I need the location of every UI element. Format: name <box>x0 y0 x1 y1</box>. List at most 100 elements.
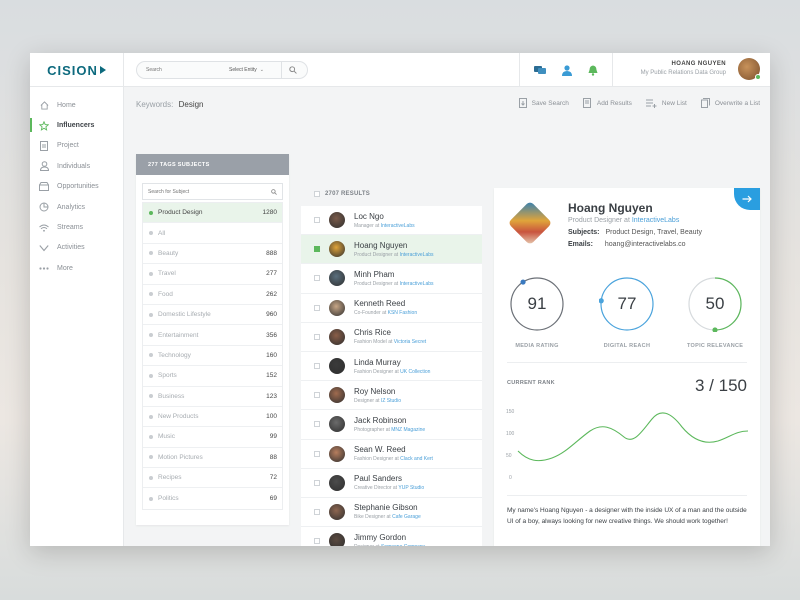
tag-list: Product Design 1280 All Beauty 888 Travel 277 F… <box>142 202 283 510</box>
result-row[interactable]: Stephanie Gibson Bike Designer at Cafe Ga… <box>301 498 482 528</box>
result-row[interactable]: Sean W. Reed Fashion Designer at Clack an… <box>301 440 482 469</box>
tag-left: Domestic Lifestyle <box>149 311 211 318</box>
tag-dot-icon <box>149 394 153 399</box>
gauge-ring: 50 <box>688 277 742 333</box>
tag-count: 88 <box>269 453 277 461</box>
sidebar-item-home[interactable]: Home <box>30 95 123 115</box>
bell-icon[interactable] <box>588 65 598 76</box>
result-company-link[interactable]: YUP Studio <box>398 485 425 492</box>
result-checkbox[interactable] <box>314 275 320 282</box>
tag-name: Recipes <box>158 474 182 482</box>
tag-row[interactable]: Food 262 <box>143 285 282 305</box>
sidebar-item-activities[interactable]: Activities <box>30 238 123 258</box>
tag-row[interactable]: Music 99 <box>143 427 282 448</box>
tag-row[interactable]: New Products 100 <box>143 407 282 428</box>
result-role: Product Designer <box>354 280 393 287</box>
sidebar-item-opportunities[interactable]: Opportunities <box>30 177 123 197</box>
tag-row[interactable]: Entertainment 356 <box>143 325 282 346</box>
select-all-checkbox[interactable] <box>314 191 320 197</box>
result-row[interactable]: Linda Murray Fashion Designer at UK Colle… <box>301 352 482 382</box>
result-row[interactable]: Paul Sanders Creative Director at YUP Stu… <box>301 469 482 498</box>
result-checkbox[interactable] <box>314 333 320 340</box>
result-row[interactable]: Minh Pham Product Designer at Interactive… <box>301 264 482 294</box>
chart-tick: 50 <box>506 453 512 459</box>
tag-row[interactable]: Technology 160 <box>143 346 282 367</box>
result-company-link[interactable]: InteractiveLabs <box>399 280 434 287</box>
sidebar-item-influencers[interactable]: Influencers <box>30 115 123 135</box>
result-checkbox[interactable] <box>314 217 320 224</box>
tag-row[interactable]: Business 123 <box>143 387 282 407</box>
result-role: Fashion Designer <box>354 456 394 463</box>
tag-name: All <box>158 229 166 237</box>
profile-company-link[interactable]: InteractiveLabs <box>631 217 680 224</box>
tag-row[interactable]: Beauty 888 <box>143 244 282 265</box>
result-role: Co-Founder <box>354 310 381 317</box>
tag-count: 1280 <box>262 209 277 217</box>
result-row[interactable]: Hoang Nguyen Product Designer at Interact… <box>301 235 482 265</box>
search-input[interactable] <box>137 67 229 73</box>
result-company-link[interactable]: InteractiveLabs <box>399 251 434 258</box>
email-value[interactable]: hoang@interactivelabs.co <box>604 241 686 248</box>
overwrite-list-button[interactable]: Overwrite a List <box>700 98 760 108</box>
result-company-link[interactable]: Clack and Kert <box>400 456 433 463</box>
tag-row[interactable]: Travel 277 <box>143 264 282 285</box>
tag-left: All <box>149 230 165 237</box>
save-search-button[interactable]: Save Search <box>518 98 569 108</box>
result-checkbox[interactable] <box>314 538 320 545</box>
tag-row[interactable]: Domestic Lifestyle 960 <box>143 305 282 326</box>
entity-select[interactable]: Select Entity ⌄ <box>229 67 281 73</box>
tag-row[interactable]: Motion Pictures 88 <box>143 448 282 469</box>
tag-row[interactable]: Recipes 72 <box>143 468 282 489</box>
result-company-link[interactable]: Victoria Secret <box>393 339 427 346</box>
add-results-button[interactable]: Add Results <box>582 98 632 108</box>
result-company-link[interactable]: InteractiveLabs <box>380 222 415 229</box>
result-company-link[interactable]: Cafe Garage <box>392 514 421 521</box>
result-company-link[interactable]: KSN Fashion <box>387 310 418 317</box>
result-title: Product Designer at InteractiveLabs <box>354 281 434 287</box>
result-company-link[interactable]: Someone Company <box>381 544 425 546</box>
result-checkbox[interactable] <box>314 421 320 428</box>
sidebar-item-individuals[interactable]: Individuals <box>30 156 123 176</box>
tag-row[interactable]: Sports 152 <box>143 366 282 387</box>
pie-chart-icon <box>39 202 49 212</box>
new-list-button[interactable]: New List <box>645 98 687 108</box>
search-button[interactable] <box>281 62 303 78</box>
tag-row[interactable]: Politics 69 <box>143 488 282 508</box>
result-company-link[interactable]: UK Collection <box>400 368 431 375</box>
result-row[interactable]: Roy Nelson Designer at IZ Studio <box>301 381 482 411</box>
tag-search-input[interactable] <box>148 188 258 195</box>
result-title: Manager at InteractiveLabs <box>354 223 415 229</box>
open-profile-button[interactable] <box>734 188 760 210</box>
sidebar-item-project[interactable]: Project <box>30 136 123 156</box>
result-row[interactable]: Jack Robinson Photographer at MNZ Magazin… <box>301 410 482 440</box>
result-checkbox[interactable] <box>314 479 320 486</box>
result-checkbox[interactable] <box>314 450 320 457</box>
result-company-link[interactable]: MNZ Magazine <box>391 426 426 433</box>
messages-icon[interactable] <box>534 65 546 75</box>
sidebar-item-more[interactable]: More <box>30 258 123 278</box>
tag-row[interactable]: All <box>143 223 282 244</box>
avatar[interactable] <box>738 58 761 80</box>
chevron-down-icon: ⌄ <box>259 67 264 73</box>
result-company-link[interactable]: IZ Studio <box>380 397 401 404</box>
result-checkbox[interactable] <box>314 392 320 399</box>
result-row[interactable]: Jimmy Gordon Designer at Someone Company <box>301 527 482 546</box>
sidebar-item-analytics[interactable]: Analytics <box>30 197 123 217</box>
tag-name: Domestic Lifestyle <box>158 311 211 319</box>
result-row[interactable]: Chris Rice Fashion Model at Victoria Secr… <box>301 323 482 352</box>
user-icon[interactable] <box>562 64 572 76</box>
user-block[interactable]: HOANG NGUYEN My Public Relations Data Gr… <box>641 61 726 76</box>
result-checkbox[interactable] <box>314 304 320 311</box>
result-row[interactable]: Loc Ngo Manager at InteractiveLabs <box>301 206 482 236</box>
result-checkbox[interactable] <box>314 508 320 515</box>
result-checkbox[interactable] <box>314 363 320 370</box>
tag-name: Beauty <box>158 249 179 257</box>
cision-logo[interactable]: CISION <box>30 53 124 87</box>
sidebar-item-streams[interactable]: Streams <box>30 217 123 237</box>
current-rank-value: 3 / 150 <box>695 376 747 395</box>
result-checkbox[interactable] <box>314 246 320 253</box>
result-row[interactable]: Kenneth Reed Co-Founder at KSN Fashion <box>301 294 482 323</box>
tag-row[interactable]: Product Design 1280 <box>143 203 282 224</box>
tag-dot-icon <box>149 231 153 236</box>
result-text: Jack Robinson Photographer at MNZ Magazin… <box>354 416 425 433</box>
